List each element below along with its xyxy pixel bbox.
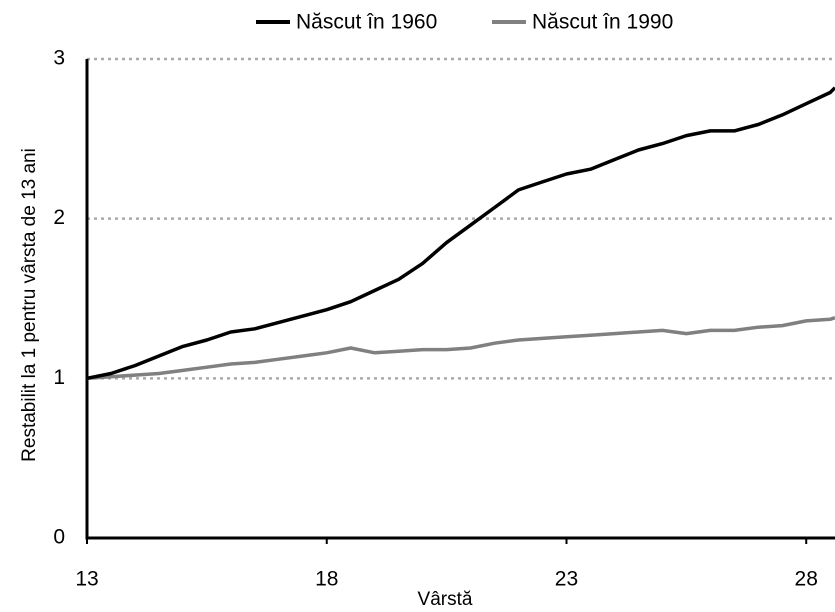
x-tick-label: 18 xyxy=(315,568,338,591)
x-tick-label: 28 xyxy=(795,568,818,591)
line-series xyxy=(86,316,835,381)
y-tick-label: 2 xyxy=(53,206,65,229)
y-tick-label: 3 xyxy=(53,47,65,70)
y-axis-label: Restabilit la 1 pentru vârsta de 13 ani xyxy=(19,148,40,462)
line-series xyxy=(86,86,835,381)
x-tick-label: 23 xyxy=(555,568,578,591)
legend-label: Născut în 1990 xyxy=(532,11,673,34)
x-axis-label: Vârstă xyxy=(418,589,473,610)
x-tick-label: 13 xyxy=(75,568,98,591)
y-tick-label: 0 xyxy=(53,526,65,549)
legend-label: Născut în 1960 xyxy=(296,11,437,34)
y-tick-label: 1 xyxy=(53,366,65,389)
